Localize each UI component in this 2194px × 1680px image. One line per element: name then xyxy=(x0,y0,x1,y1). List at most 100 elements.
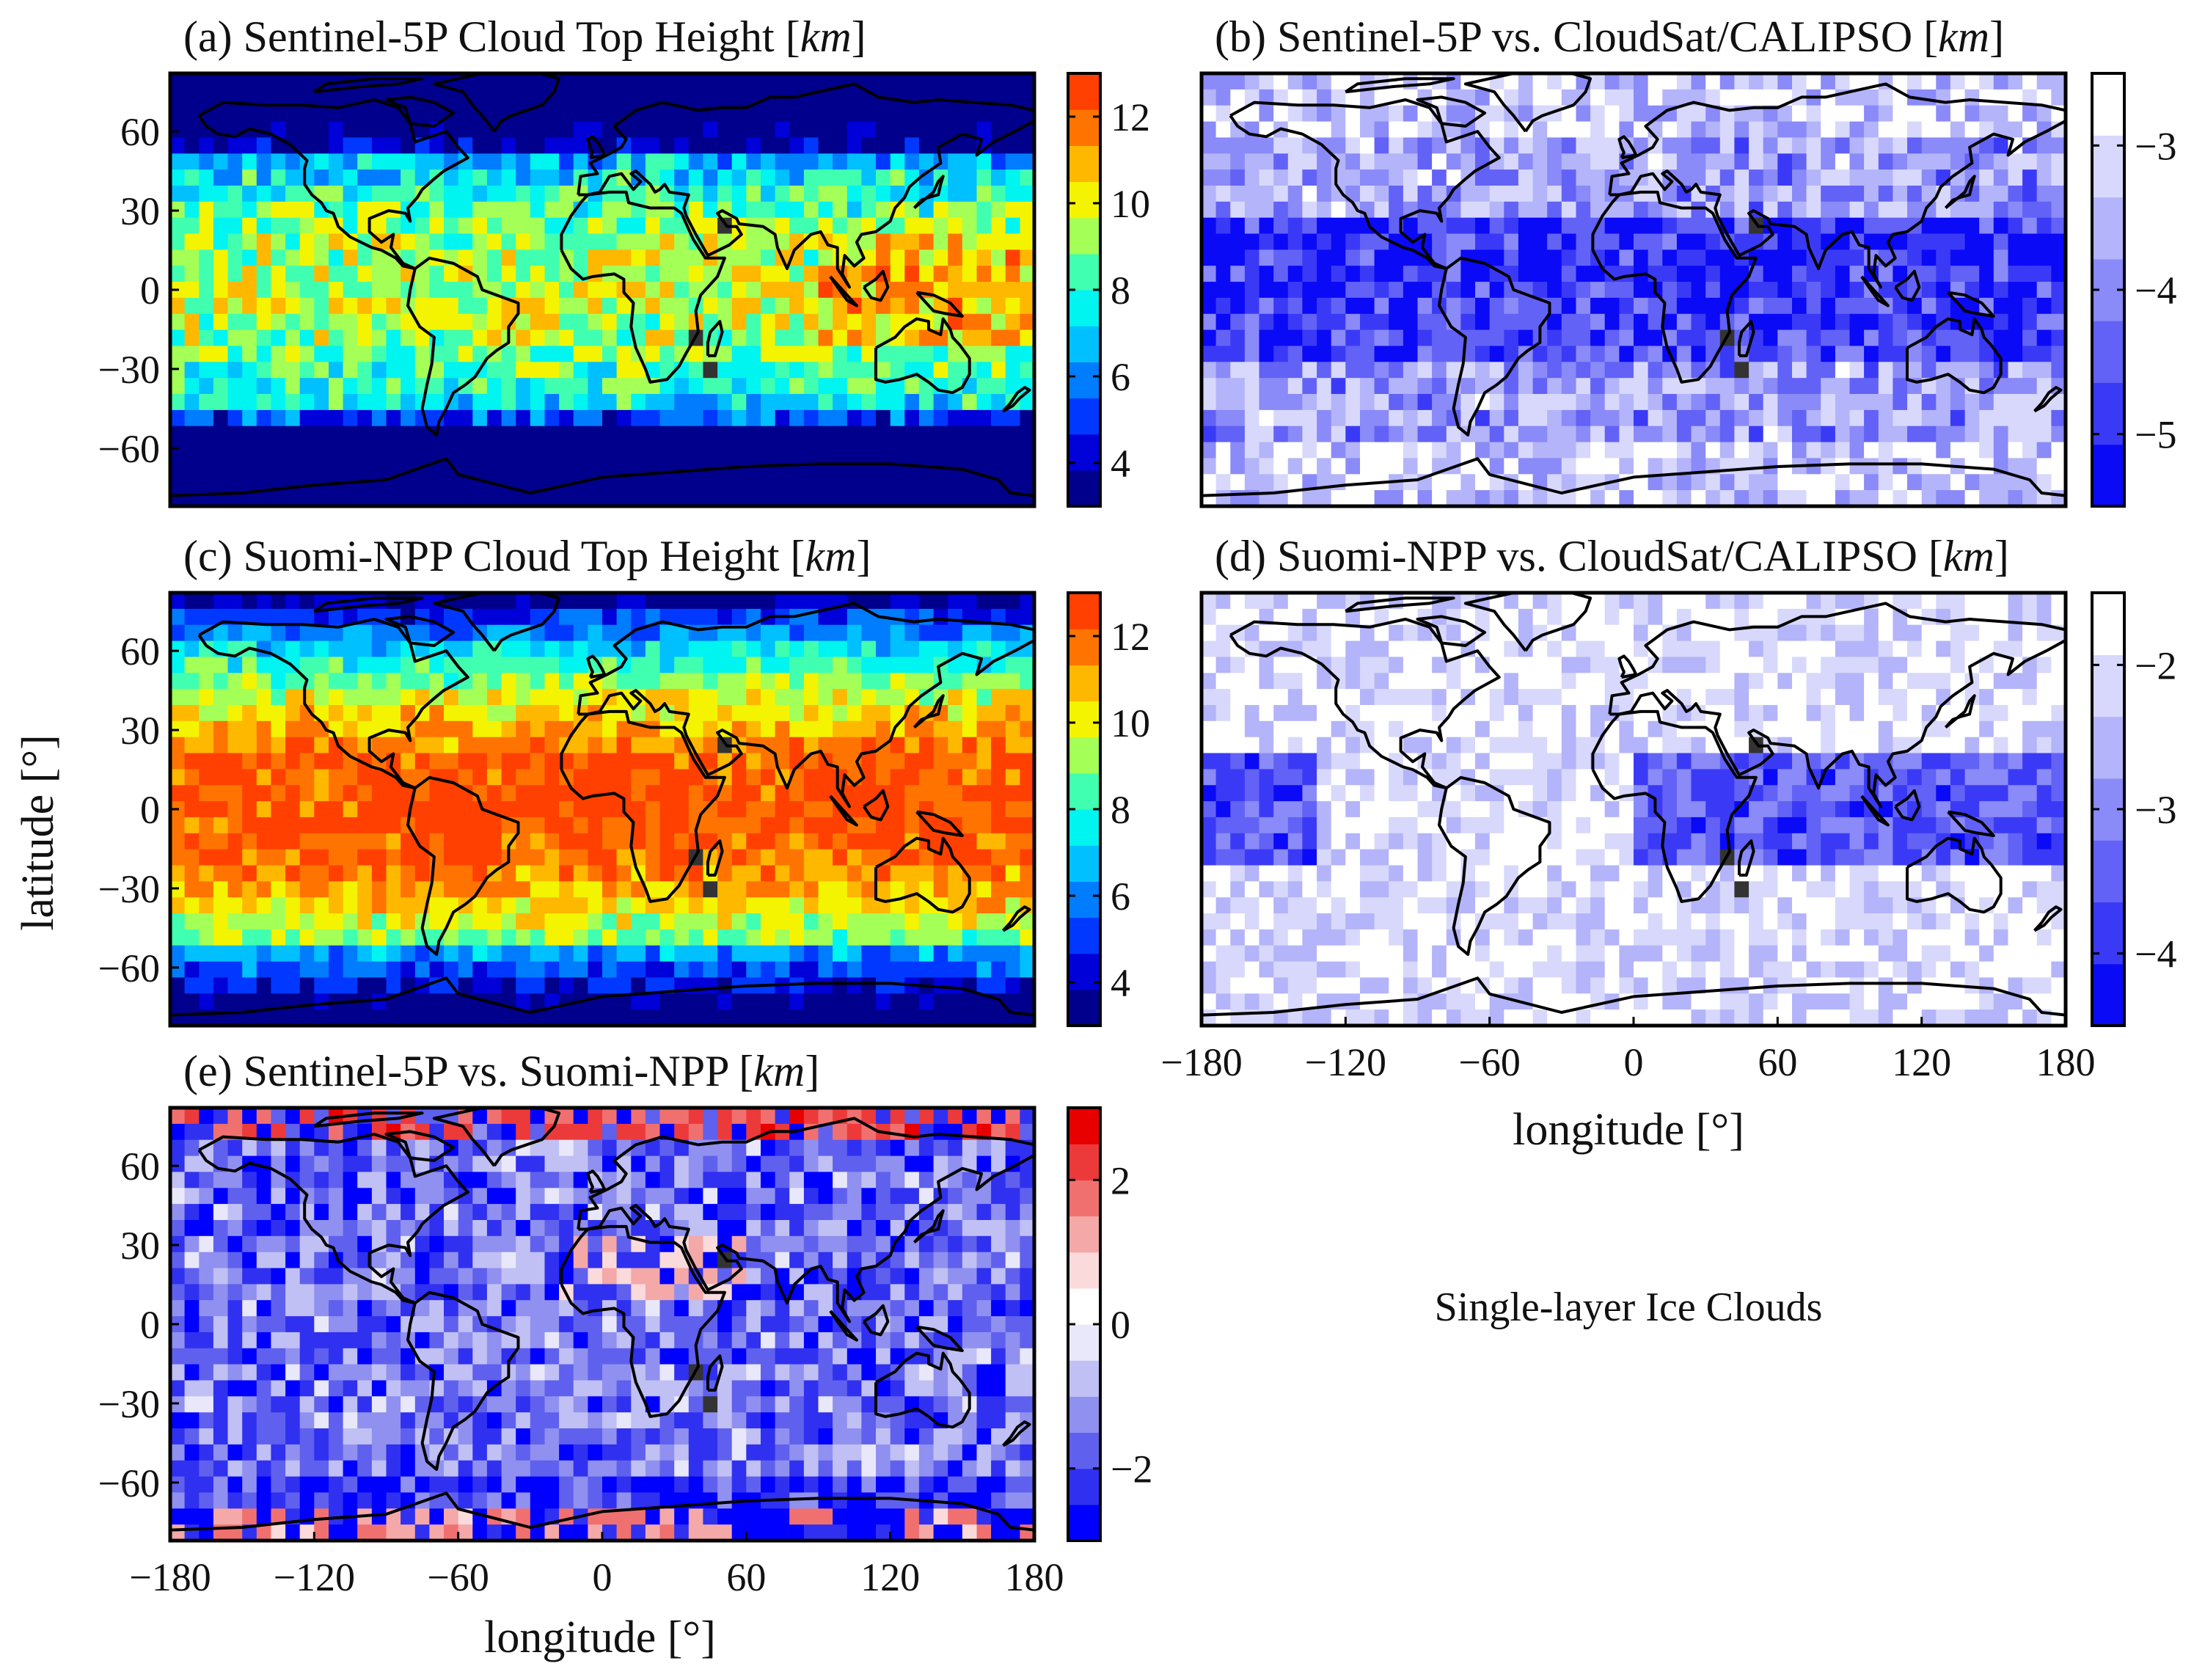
heat-cell xyxy=(659,881,675,898)
heat-cell xyxy=(1504,409,1519,427)
heat-cell xyxy=(761,849,776,866)
heat-cell xyxy=(1921,490,1937,506)
heat-cell xyxy=(213,689,229,706)
heat-cell xyxy=(256,313,271,331)
heat-cell xyxy=(299,201,315,219)
heat-cell xyxy=(674,89,690,106)
heat-cell xyxy=(861,169,877,186)
heat-cell xyxy=(199,394,214,411)
heat-cell xyxy=(544,153,560,170)
heat-cell xyxy=(1691,490,1706,506)
heat-cell xyxy=(789,624,805,642)
heat-cell xyxy=(588,409,603,427)
heat-cell xyxy=(703,121,718,139)
heat-cell xyxy=(516,881,531,898)
heat-cell xyxy=(1849,346,1865,362)
heat-cell xyxy=(299,720,315,738)
heat-cell xyxy=(976,673,992,690)
heat-cell xyxy=(833,105,848,123)
heat-cell xyxy=(256,913,271,930)
heat-cell xyxy=(1020,593,1034,610)
heat-cell xyxy=(731,961,747,979)
heat-cell xyxy=(1403,73,1419,90)
heat-cell xyxy=(386,378,401,395)
heat-cell xyxy=(242,608,257,626)
heat-cell xyxy=(184,865,200,882)
heat-cell xyxy=(343,442,358,459)
heat-cell xyxy=(846,137,862,154)
heat-cell xyxy=(1719,442,1735,459)
heat-cell xyxy=(184,817,200,834)
heat-cell xyxy=(1777,362,1793,379)
heat-cell xyxy=(213,266,229,282)
heat-cell xyxy=(876,1009,891,1026)
heat-cell xyxy=(1518,409,1534,427)
heat-cell xyxy=(1634,442,1649,459)
heat-cell xyxy=(184,993,200,1010)
heat-cell xyxy=(1374,217,1389,235)
heat-cell xyxy=(414,945,430,963)
heat-cell xyxy=(314,865,329,882)
heat-cell xyxy=(1676,426,1692,443)
heat-cell xyxy=(703,689,718,706)
heat-cell xyxy=(1273,409,1289,427)
heat-cell xyxy=(616,442,632,459)
heat-cell xyxy=(659,346,675,362)
coastline-sa xyxy=(406,775,520,956)
heat-cell xyxy=(962,249,977,266)
heat-cell xyxy=(1907,394,1923,411)
heat-cell xyxy=(544,705,560,722)
heat-cell xyxy=(486,720,502,738)
heat-cell xyxy=(933,1009,948,1026)
heat-cell xyxy=(918,266,935,282)
heat-cell xyxy=(530,266,545,282)
heat-cell xyxy=(559,833,574,850)
heat-cell xyxy=(170,266,186,282)
heat-cell xyxy=(1244,201,1260,219)
heat-cell xyxy=(674,490,690,506)
y-tick-label: 60 xyxy=(120,110,160,154)
heat-cell xyxy=(573,849,588,866)
heat-cell xyxy=(789,961,805,979)
heat-cell xyxy=(314,673,329,690)
heat-cell xyxy=(357,720,373,738)
heat-cell xyxy=(1287,201,1303,219)
heat-cell xyxy=(918,297,935,315)
heat-cell xyxy=(1475,121,1491,139)
heat-cell xyxy=(414,753,430,770)
heat-cell xyxy=(1763,474,1778,491)
heat-cell xyxy=(285,89,301,106)
heat-cell xyxy=(703,282,718,299)
heat-cell xyxy=(1446,169,1461,186)
heat-cell xyxy=(184,977,200,994)
heat-cell xyxy=(1719,89,1735,106)
heat-cell xyxy=(1907,186,1923,202)
heat-cell xyxy=(299,362,315,379)
heat-cell xyxy=(458,817,473,834)
heat-cell xyxy=(588,426,603,443)
heat-cell xyxy=(1403,266,1419,282)
heat-cell xyxy=(876,409,891,427)
heat-cell xyxy=(530,297,545,315)
heat-cell xyxy=(1215,426,1231,443)
heat-cell xyxy=(1676,346,1692,362)
heat-cell xyxy=(1432,409,1447,427)
heat-cell xyxy=(1835,346,1851,362)
heat-cell xyxy=(703,186,718,202)
heat-cell xyxy=(401,394,416,411)
heat-cell xyxy=(588,233,603,250)
heat-cell xyxy=(1821,313,1836,331)
heat-cell xyxy=(1821,442,1836,459)
heat-cell xyxy=(429,657,445,673)
heat-cell xyxy=(227,977,243,994)
heat-cell xyxy=(329,608,344,626)
heat-cell xyxy=(242,865,257,882)
heat-cell xyxy=(1532,153,1548,170)
heat-cell xyxy=(1345,153,1361,170)
heat-cell xyxy=(775,362,790,379)
heat-cell xyxy=(1719,121,1735,139)
heat-cell xyxy=(1259,201,1274,219)
heat-cell xyxy=(271,689,286,706)
heat-cell xyxy=(775,378,790,395)
